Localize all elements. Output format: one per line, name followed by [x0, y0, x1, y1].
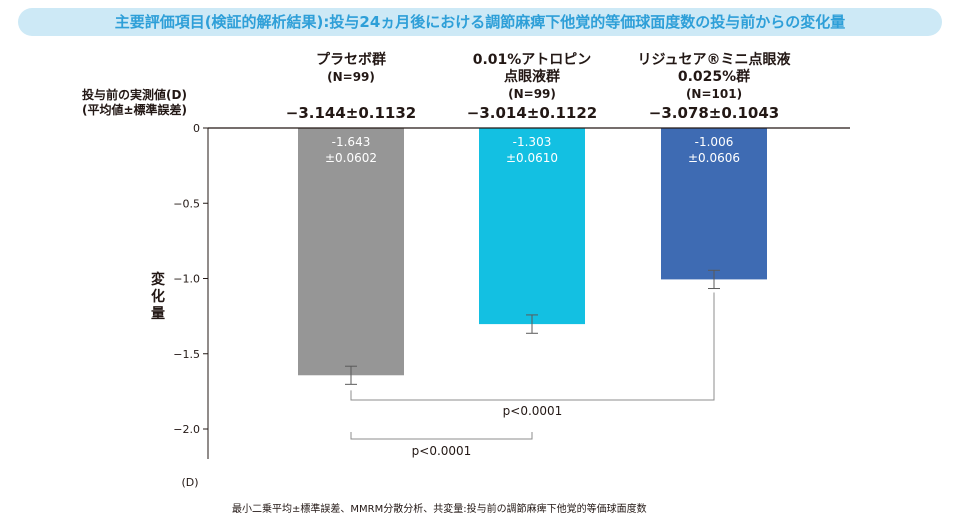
y-tick-label: 0: [193, 122, 200, 135]
y-axis-title-char: 量: [151, 306, 165, 322]
significance-bracket: [350, 432, 533, 440]
group-placebo-baseline: −3.144±0.1132: [285, 104, 417, 122]
baseline-label-line1: 投与前の実測値(D): [82, 88, 187, 102]
y-unit-label: (D): [181, 476, 198, 489]
significance-bracket: [350, 292, 715, 401]
bar-error-label: ±0.0606: [688, 151, 740, 165]
bar-error-label: ±0.0610: [506, 151, 558, 165]
bar-value-label: -1.303: [513, 135, 552, 149]
group-atropine-n: (N=99): [508, 87, 556, 101]
y-axis-title-char: 変: [151, 272, 165, 288]
bar: [298, 128, 404, 376]
significance-label: p<0.0001: [503, 404, 563, 418]
group-atropine-name-line2: 点眼液群: [504, 69, 560, 85]
group-atropine-name-line1: 0.01%アトロピン: [472, 52, 592, 68]
footnote: 最小二乗平均±標準誤差、MMRM分散分析、共変量:投与前の調節麻痺下他覚的等価球…: [232, 504, 647, 515]
bar: [661, 128, 767, 280]
y-tick-label: −0.5: [173, 197, 200, 210]
y-tick-label: −2.0: [173, 423, 200, 436]
group-ryjusea-name-line1: リジュセア®ミニ点眼液: [637, 52, 791, 68]
y-tick-label: −1.5: [173, 348, 200, 361]
y-axis-title: 変 化 量: [150, 272, 166, 323]
group-ryjusea-name-line2: 0.025%群: [677, 69, 751, 85]
group-ryjusea-n: (N=101): [685, 87, 743, 101]
page-title: 主要評価項目(検証的解析結果):投与24ヵ月後における調節麻痺下他覚的等価球面度…: [114, 13, 846, 31]
bar-value-label: -1.006: [695, 135, 734, 149]
title-bar: 主要評価項目(検証的解析結果):投与24ヵ月後における調節麻痺下他覚的等価球面度…: [18, 8, 942, 36]
group-placebo-name: プラセボ群: [316, 52, 386, 68]
significance-label: p<0.0001: [412, 444, 472, 458]
y-tick-label: −1.0: [173, 273, 200, 286]
baseline-label-line2: (平均値±標準誤差): [82, 103, 188, 117]
y-axis-title-char: 化: [151, 289, 165, 305]
bar-value-label: -1.643: [332, 135, 371, 149]
group-atropine-baseline: −3.014±0.1122: [466, 104, 598, 122]
group-placebo-n: (N=99): [327, 70, 375, 84]
group-ryjusea-baseline: −3.078±0.1043: [648, 104, 780, 122]
bar-error-label: ±0.0602: [325, 151, 377, 165]
bar: [479, 128, 585, 325]
